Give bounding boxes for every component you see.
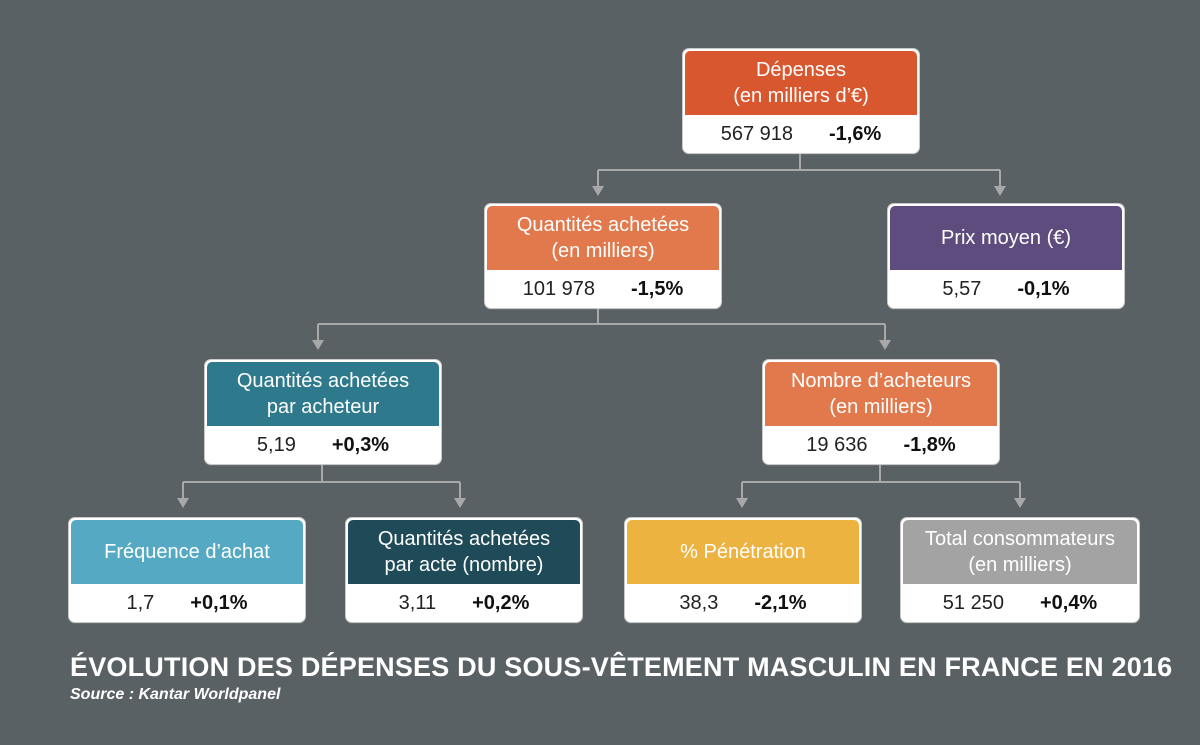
- node-prix: Prix moyen (€) 5,57 -0,1%: [887, 203, 1125, 309]
- node-penetration-value: 38,3: [679, 591, 719, 614]
- node-quantites-label: Quantités achetées (en milliers): [487, 206, 719, 270]
- node-frequence-change: +0,1%: [190, 591, 248, 614]
- node-qte-acheteur-label: Quantités achetées par acheteur: [207, 362, 439, 426]
- node-qte-acte-label: Quantités achetées par acte (nombre): [348, 520, 580, 584]
- node-total-conso: Total consommateurs (en milliers) 51 250…: [900, 517, 1140, 623]
- node-qte-acheteur-change: +0,3%: [331, 433, 390, 456]
- node-qte-acheteur: Quantités achetées par acheteur 5,19 +0,…: [204, 359, 442, 465]
- arrowhead: [177, 498, 189, 508]
- arrowhead: [1014, 498, 1026, 508]
- node-quantites-value: 101 978: [522, 277, 596, 300]
- node-penetration-label: % Pénétration: [627, 520, 859, 584]
- connector-nb-acheteurs: [741, 463, 1021, 498]
- node-depenses: Dépenses (en milliers d’€) 567 918 -1,6%: [682, 48, 920, 154]
- arrowhead: [312, 340, 324, 350]
- node-quantites: Quantités achetées (en milliers) 101 978…: [484, 203, 722, 309]
- arrowhead: [879, 340, 891, 350]
- node-qte-acheteur-value-row: 5,19 +0,3%: [205, 426, 441, 464]
- arrowhead: [454, 498, 466, 508]
- node-penetration: % Pénétration 38,3 -2,1%: [624, 517, 862, 623]
- node-frequence: Fréquence d’achat 1,7 +0,1%: [68, 517, 306, 623]
- node-depenses-value: 567 918: [720, 122, 794, 145]
- node-penetration-change: -2,1%: [754, 591, 807, 614]
- node-penetration-value-row: 38,3 -2,1%: [625, 584, 861, 622]
- arrowhead: [994, 186, 1006, 196]
- connector-depenses: [597, 153, 1001, 186]
- node-depenses-value-row: 567 918 -1,6%: [683, 115, 919, 153]
- connector-quantites: [317, 307, 886, 340]
- figure-source: Source : Kantar Worldpanel: [70, 686, 281, 703]
- node-frequence-label: Fréquence d’achat: [71, 520, 303, 584]
- node-frequence-value: 1,7: [126, 591, 155, 614]
- node-depenses-change: -1,6%: [829, 122, 882, 145]
- node-nb-acheteurs-change: -1,8%: [903, 433, 956, 456]
- node-prix-change: -0,1%: [1017, 277, 1070, 300]
- node-total-conso-value-row: 51 250 +0,4%: [901, 584, 1139, 622]
- node-qte-acte-value: 3,11: [398, 591, 437, 614]
- arrowhead: [736, 498, 748, 508]
- node-qte-acte: Quantités achetées par acte (nombre) 3,1…: [345, 517, 583, 623]
- node-quantites-value-row: 101 978 -1,5%: [485, 270, 721, 308]
- node-prix-label: Prix moyen (€): [890, 206, 1122, 270]
- node-total-conso-change: +0,4%: [1039, 591, 1098, 614]
- connector-qte-acheteur: [182, 463, 461, 498]
- node-nb-acheteurs-value-row: 19 636 -1,8%: [763, 426, 999, 464]
- node-prix-value-row: 5,57 -0,1%: [888, 270, 1124, 308]
- arrowhead: [592, 186, 604, 196]
- node-total-conso-label: Total consommateurs (en milliers): [903, 520, 1137, 584]
- node-nb-acheteurs-value: 19 636: [806, 433, 868, 456]
- node-qte-acheteur-value: 5,19: [256, 433, 296, 456]
- node-quantites-change: -1,5%: [631, 277, 684, 300]
- node-frequence-value-row: 1,7 +0,1%: [69, 584, 305, 622]
- node-total-conso-value: 51 250: [942, 591, 1004, 614]
- node-nb-acheteurs: Nombre d’acheteurs (en milliers) 19 636 …: [762, 359, 1000, 465]
- node-qte-acte-change: +0,2%: [472, 591, 530, 614]
- node-nb-acheteurs-label: Nombre d’acheteurs (en milliers): [765, 362, 997, 426]
- node-prix-value: 5,57: [942, 277, 982, 300]
- figure-title: ÉVOLUTION DES DÉPENSES DU SOUS-VÊTEMENT …: [70, 652, 1173, 682]
- node-qte-acte-value-row: 3,11 +0,2%: [346, 584, 582, 622]
- node-depenses-label: Dépenses (en milliers d’€): [685, 51, 917, 115]
